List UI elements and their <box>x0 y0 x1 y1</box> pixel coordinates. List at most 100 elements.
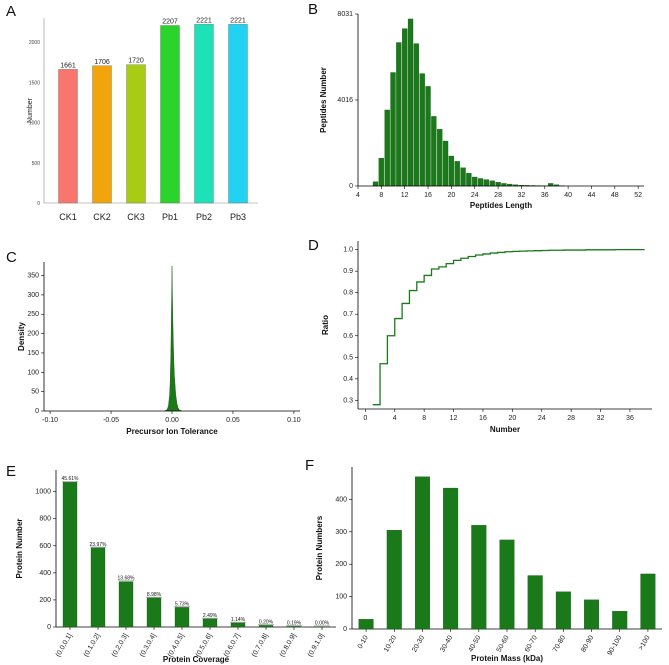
bar <box>62 482 78 628</box>
y-tick-label: 0.5 <box>343 354 353 361</box>
histogram-bar <box>448 155 455 187</box>
x-tick-label: 0.10 <box>287 417 301 424</box>
x-tick-label: 70-80 <box>552 634 567 653</box>
x-tick-label: 12 <box>401 192 409 199</box>
panel-label-e: E <box>6 463 16 480</box>
bar <box>194 24 214 204</box>
histogram-bar <box>372 181 379 187</box>
bar <box>146 597 162 628</box>
y-tick-label: 800 <box>39 516 51 523</box>
cumulative-step-line <box>372 248 645 406</box>
bar <box>386 530 402 630</box>
x-tick-label: (0.9,1.0] <box>307 632 326 658</box>
y-axis-title: Protein Number <box>15 518 24 578</box>
x-tick-label: (0.8,0.9] <box>279 632 298 658</box>
x-tick-label: Pb1 <box>162 212 178 222</box>
bar <box>174 607 190 628</box>
y-tick-label: 400 <box>335 496 347 503</box>
bar <box>90 547 106 628</box>
bar-value-label: 2207 <box>162 18 178 25</box>
bar-percent-label: 45.61% <box>62 476 80 482</box>
bar <box>118 581 134 628</box>
bar <box>555 591 571 630</box>
histogram-bar <box>413 43 419 187</box>
bar <box>230 622 246 628</box>
x-tick-label: 24 <box>538 415 546 422</box>
y-tick-label: 350 <box>27 273 39 280</box>
y-tick-label: 0 <box>37 201 40 207</box>
x-tick-label: 28 <box>567 415 575 422</box>
bar-percent-label: 23.97% <box>90 542 108 548</box>
x-tick-label: -0.05 <box>103 417 119 424</box>
bar <box>499 539 515 630</box>
histogram-bar <box>466 172 472 187</box>
x-tick-label: 8 <box>422 415 426 422</box>
y-tick-label: 0.8 <box>343 290 353 297</box>
x-tick-label: 36 <box>541 192 549 199</box>
x-tick-label: 90-100 <box>606 634 623 656</box>
histogram-bar <box>390 72 396 187</box>
histogram-bar <box>396 42 402 187</box>
x-tick-label: (0.7,0.8] <box>251 632 270 658</box>
x-tick-label: 4 <box>393 415 397 422</box>
y-tick-label: 200 <box>27 331 39 338</box>
bar-percent-label: 8.98% <box>147 592 162 598</box>
bar <box>126 64 146 204</box>
x-tick-label: 16 <box>424 192 432 199</box>
bar <box>228 24 248 204</box>
x-tick-label: CK2 <box>93 212 111 222</box>
x-tick-label: (0.0,0.1] <box>55 632 74 658</box>
bar-percent-label: 0.00% <box>315 621 330 627</box>
x-tick-label: >100 <box>638 634 652 651</box>
bar <box>443 487 459 630</box>
y-tick-label: 4016 <box>337 97 353 104</box>
x-tick-label: 32 <box>597 415 605 422</box>
x-axis-title: Precursor Ion Tolerance <box>126 427 218 436</box>
histogram-bar <box>460 167 466 187</box>
x-tick-label: 10-20 <box>383 634 398 653</box>
x-tick-label: 0.00 <box>165 417 179 424</box>
histogram-bar <box>407 18 414 187</box>
y-tick-label: 1500 <box>29 80 40 86</box>
y-tick-label: 150 <box>27 350 39 357</box>
bar-percent-label: 2.49% <box>203 613 218 619</box>
x-tick-label: 40-50 <box>468 634 483 653</box>
x-tick-label: 12 <box>450 415 458 422</box>
x-tick-label: 30-40 <box>439 634 454 653</box>
chart-e: 45.61% (0.0,0.1] 23.97% (0.1,0.2] 13.68% (0.2… <box>15 470 336 664</box>
chart-b: 4 8 12 16 20 24 28 32 36 40 44 48 52040168031Peptide… <box>319 11 644 210</box>
x-tick-label: (0.3,0.4] <box>139 632 158 658</box>
y-tick-label: 0 <box>47 624 51 631</box>
y-tick-label: 400 <box>39 570 51 577</box>
x-tick-label: 8 <box>379 192 383 199</box>
bar <box>640 573 656 630</box>
bar <box>414 476 430 630</box>
y-axis-title: Ratio <box>321 315 330 335</box>
histogram-bar <box>378 158 384 187</box>
bar <box>612 611 628 630</box>
bar <box>527 575 543 630</box>
histogram-bar <box>454 161 460 187</box>
y-tick-label: 200 <box>39 597 51 604</box>
x-tick-label: 16 <box>479 415 487 422</box>
y-axis-title: Density <box>17 322 26 351</box>
y-axis-title: Protein Numbers <box>315 515 324 580</box>
y-tick-label: 0.6 <box>343 333 353 340</box>
x-tick-label: (0.1,0.2] <box>83 632 102 658</box>
x-axis-title: Peptides Length <box>470 201 532 210</box>
bar-percent-label: 13.68% <box>118 576 136 582</box>
x-tick-label: 4 <box>356 192 360 199</box>
x-tick-label: 24 <box>471 192 479 199</box>
x-tick-label: CK3 <box>127 212 145 222</box>
x-axis-title: Protein Coverage <box>163 655 230 664</box>
bar <box>584 599 600 630</box>
bar-percent-label: 1.14% <box>231 617 246 623</box>
x-tick-label: (0.2,0.3] <box>111 632 130 658</box>
panel-label-d: D <box>308 237 319 254</box>
histogram-bar <box>477 178 484 187</box>
histogram-bar <box>384 109 390 187</box>
histogram-bar <box>402 28 408 187</box>
chart-d: 0 4 8 12 16 20 24 28 32 36 0.3 0.4 0.5 0.6 0.7 0.8 0.9 1.… <box>321 241 652 434</box>
y-tick-label: 0.3 <box>343 397 353 404</box>
